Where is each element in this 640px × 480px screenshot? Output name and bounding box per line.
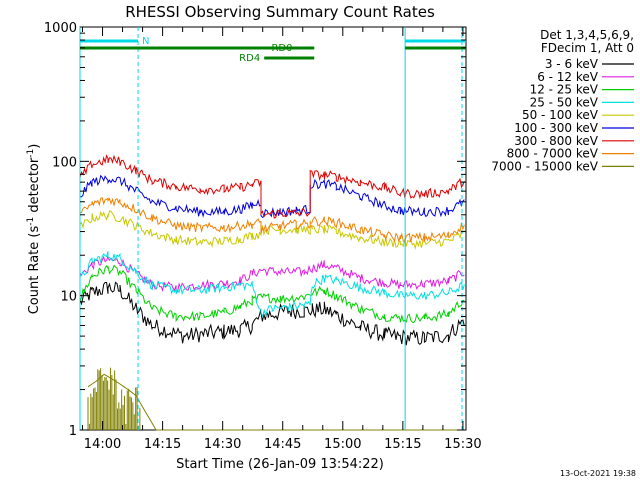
legend-label: 7000 - 15000 keV — [491, 159, 598, 173]
series-line — [79, 196, 465, 243]
x-tick-label: 14:00 — [84, 437, 121, 452]
x-tick-label: 15:00 — [324, 437, 361, 452]
legend-label: 100 - 300 keV — [514, 121, 598, 135]
x-tick-label: 15:15 — [384, 437, 421, 452]
y-tick-label: 1 — [69, 424, 77, 439]
night-label: N — [142, 36, 149, 47]
series-line — [79, 251, 465, 318]
axis-layer: 1 10 100 1000 14:00 14:15 14:30 14:45 15:00 15:15… — [44, 21, 482, 452]
legend-header: FDecim 1, Att 0 — [541, 41, 634, 55]
legend: Det 1,3,4,5,6,9,FDecim 1, Att 0 3 - 6 keV… — [491, 28, 634, 173]
x-tick-label: 14:15 — [144, 437, 181, 452]
legend-header: Det 1,3,4,5,6,9, — [540, 28, 634, 42]
rd0-label: RD0 — [271, 43, 292, 54]
series-line — [79, 281, 465, 346]
series-line — [79, 264, 465, 324]
series-layer — [79, 154, 465, 431]
footer-timestamp: 13-Oct-2021 19:38 — [560, 469, 636, 478]
series-line — [79, 210, 465, 250]
x-tick-label: 15:30 — [444, 437, 481, 452]
legend-label: 800 - 7000 keV — [507, 147, 599, 161]
annotation-layer: N RD0 RD4 — [79, 27, 466, 430]
x-tick-label: 14:30 — [204, 437, 241, 452]
x-tick-label: 14:45 — [264, 437, 301, 452]
y-tick-label: 10 — [60, 290, 77, 305]
legend-label: 50 - 100 keV — [522, 108, 599, 122]
series-line — [79, 174, 465, 219]
rd4-label: RD4 — [239, 53, 260, 64]
y-axis-label: Count Rate (s-1 detector-1) — [26, 144, 42, 315]
legend-label: 6 - 12 keV — [537, 70, 599, 84]
legend-label: 12 - 25 keV — [530, 83, 599, 97]
series-line — [79, 154, 465, 219]
y-tick-label: 100 — [52, 155, 77, 170]
legend-label: 25 - 50 keV — [530, 95, 599, 109]
x-axis-label: Start Time (26-Jan-09 13:54:22) — [176, 457, 384, 472]
series-line — [79, 255, 465, 293]
legend-label: 3 - 6 keV — [545, 57, 599, 71]
legend-label: 300 - 800 keV — [514, 134, 598, 148]
chart-title: RHESSI Observing Summary Count Rates — [125, 3, 435, 21]
y-tick-label: 1000 — [44, 21, 77, 36]
series-line — [87, 373, 465, 431]
